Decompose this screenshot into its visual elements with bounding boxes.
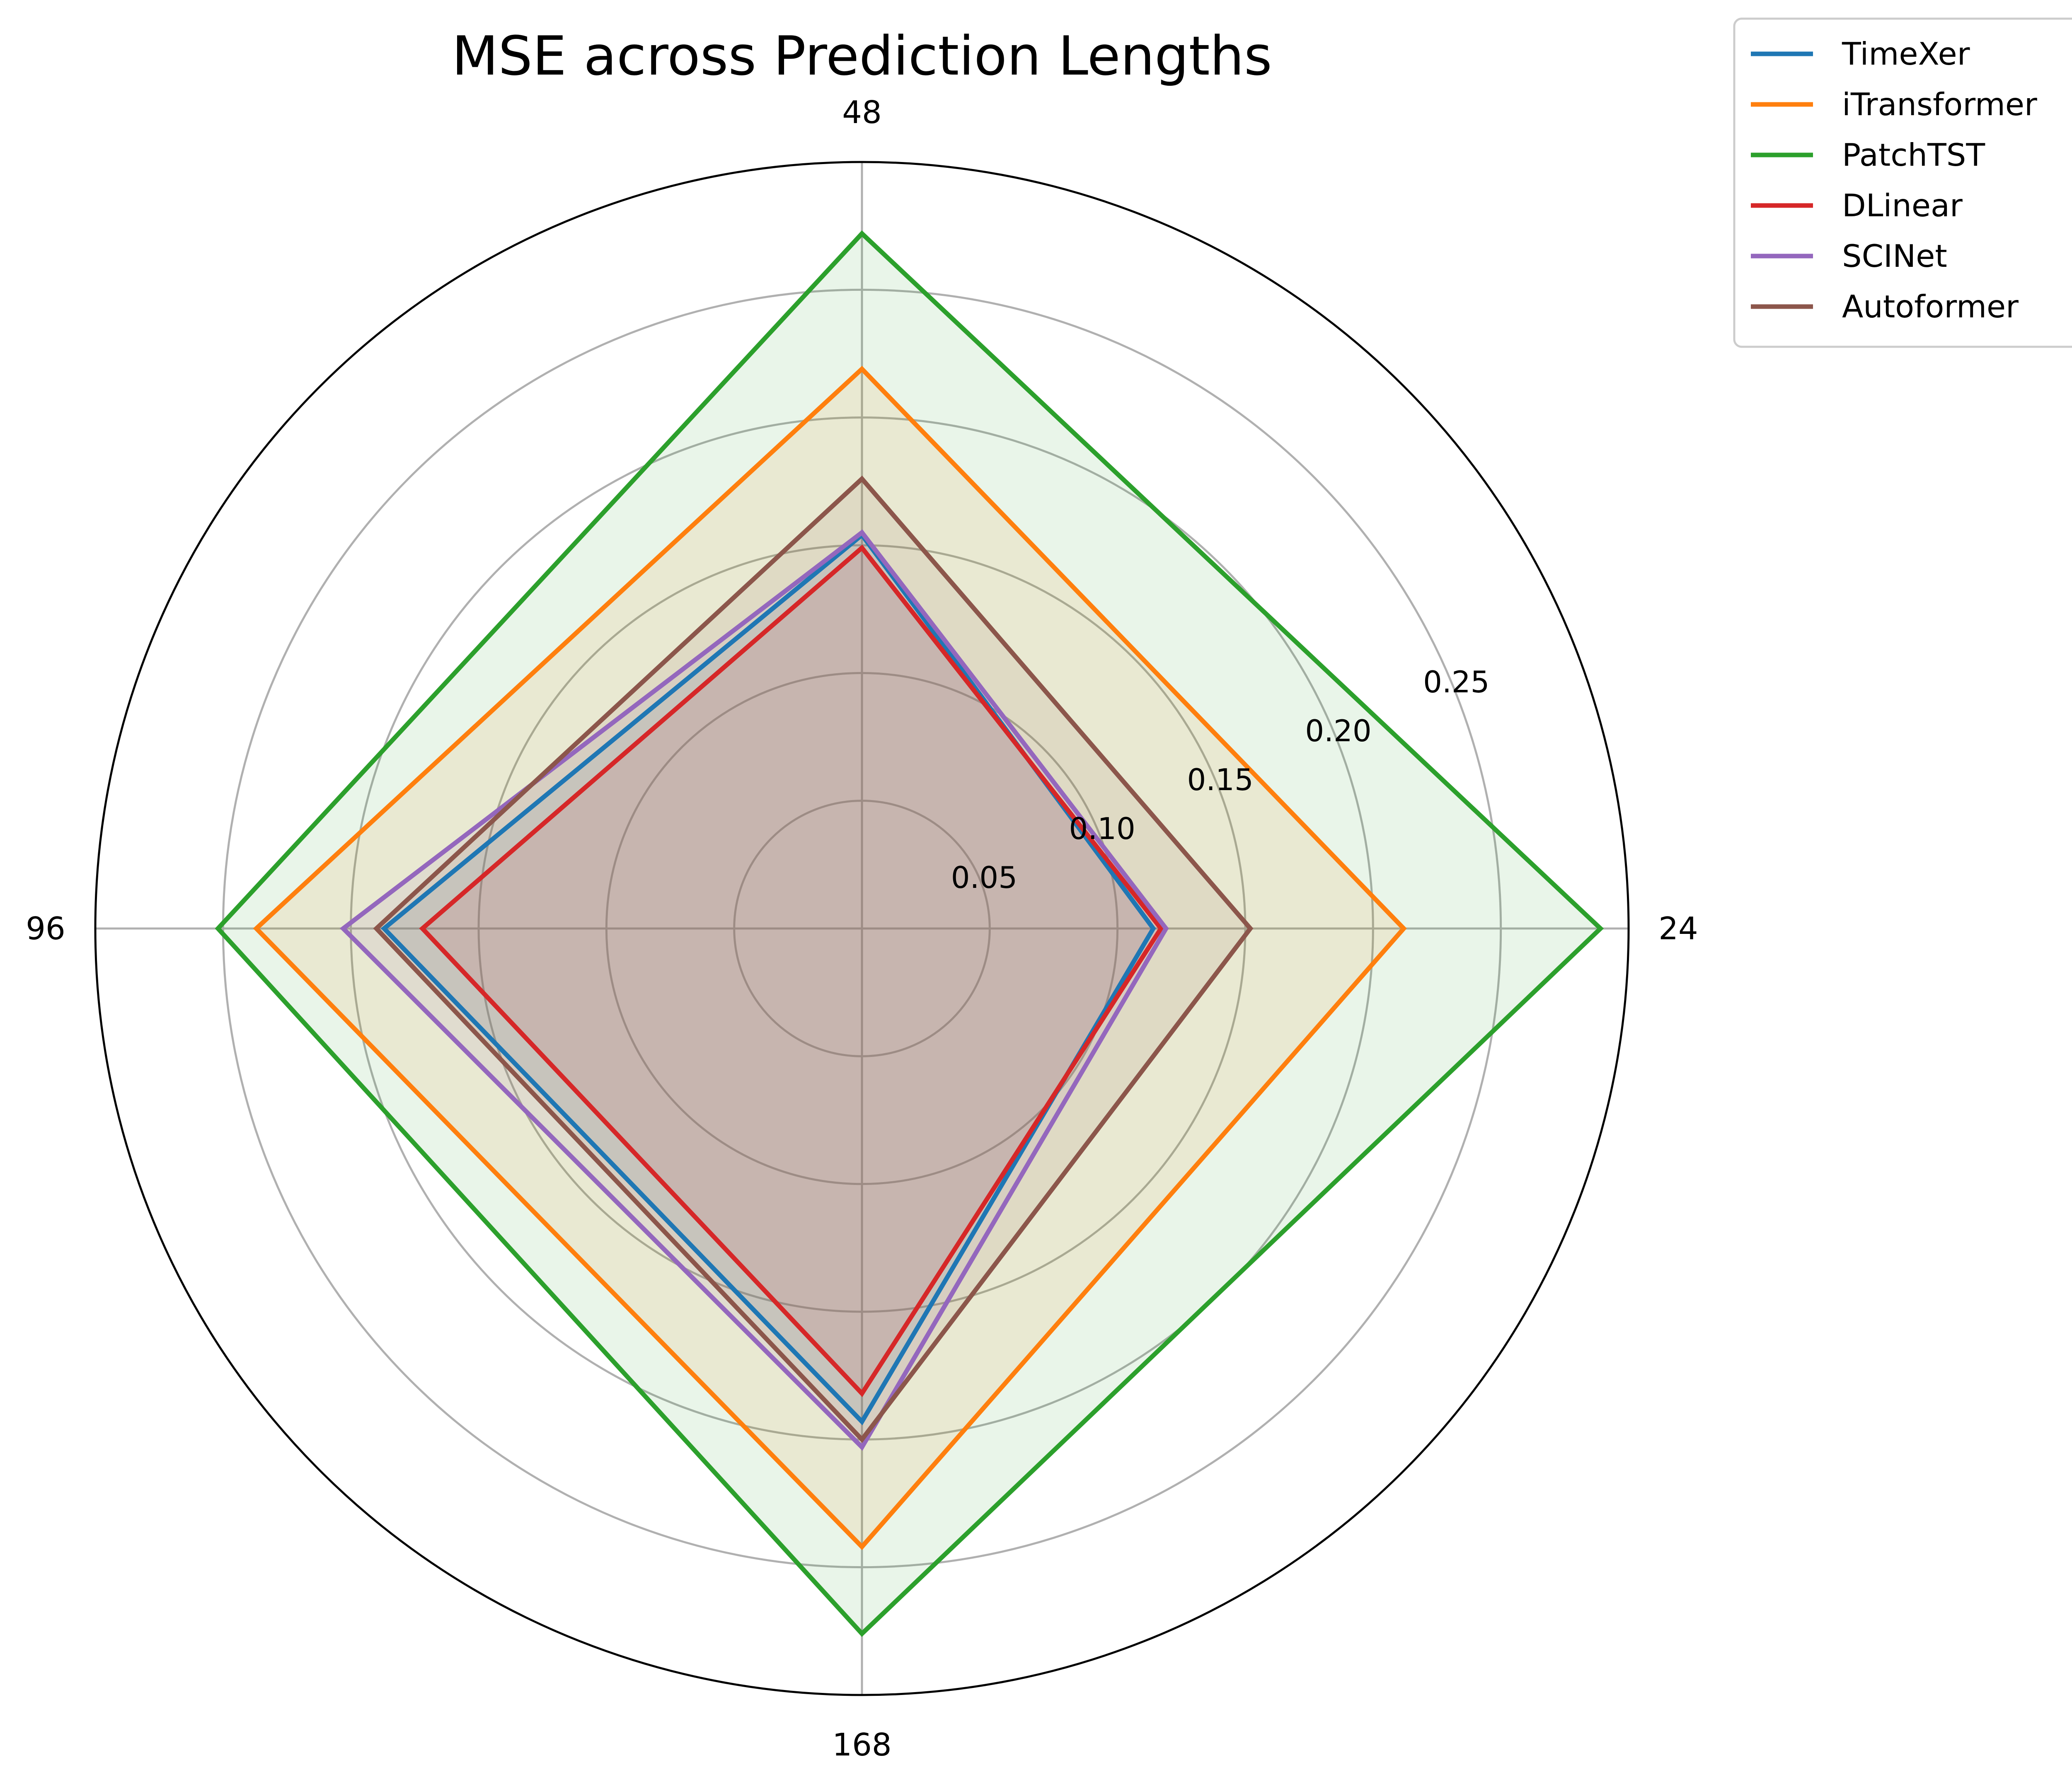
series-fill-PatchTST: [218, 233, 1601, 1634]
series-fill-iTransformer: [256, 369, 1404, 1547]
legend-label-SCINet: SCINet: [1842, 238, 1947, 274]
r-tick-label-3: 0.20: [1305, 713, 1371, 748]
axis-label-24: 24: [1658, 910, 1698, 947]
r-tick-label-2: 0.15: [1187, 762, 1253, 797]
axis-label-168: 168: [832, 1726, 891, 1763]
legend-label-TimeXer: TimeXer: [1842, 36, 1970, 72]
series-line-TimeXer: [380, 532, 1156, 1426]
series-line-Autoformer: [373, 475, 1254, 1443]
legend-label-PatchTST: PatchTST: [1842, 137, 1985, 173]
legend: TimeXer iTransformer PatchTST DLinear SCINet…: [1733, 17, 2072, 348]
series-fill-SCINet: [343, 532, 1166, 1447]
legend-label-iTransformer: iTransformer: [1842, 86, 2037, 123]
series-line-PatchTST: [215, 230, 1604, 1637]
r-tick-label-1: 0.10: [1069, 811, 1135, 846]
legend-box: [1733, 17, 2072, 348]
series-line-DLinear: [419, 544, 1164, 1398]
r-tick-label-4: 0.25: [1423, 665, 1489, 699]
series-fill-DLinear: [422, 548, 1161, 1394]
chart-title: MSE across Prediction Lengths: [452, 24, 1272, 87]
legend-label-DLinear: DLinear: [1842, 187, 1963, 224]
series-fill-TimeXer: [384, 535, 1153, 1422]
r-tick-label-0: 0.05: [951, 860, 1017, 895]
series-line-SCINet: [339, 529, 1169, 1451]
radar-labels: 24 48 96 168 0.05 0.10 0.15 0.20 0.25: [26, 94, 1698, 1763]
axis-label-96: 96: [26, 910, 65, 947]
series-fill-Autoformer: [376, 479, 1251, 1440]
legend-label-Autoformer: Autoformer: [1842, 288, 2019, 325]
axis-label-48: 48: [842, 94, 881, 131]
radar-series: [215, 230, 1604, 1637]
outer-frame: [94, 161, 1630, 1696]
series-line-iTransformer: [253, 365, 1407, 1550]
